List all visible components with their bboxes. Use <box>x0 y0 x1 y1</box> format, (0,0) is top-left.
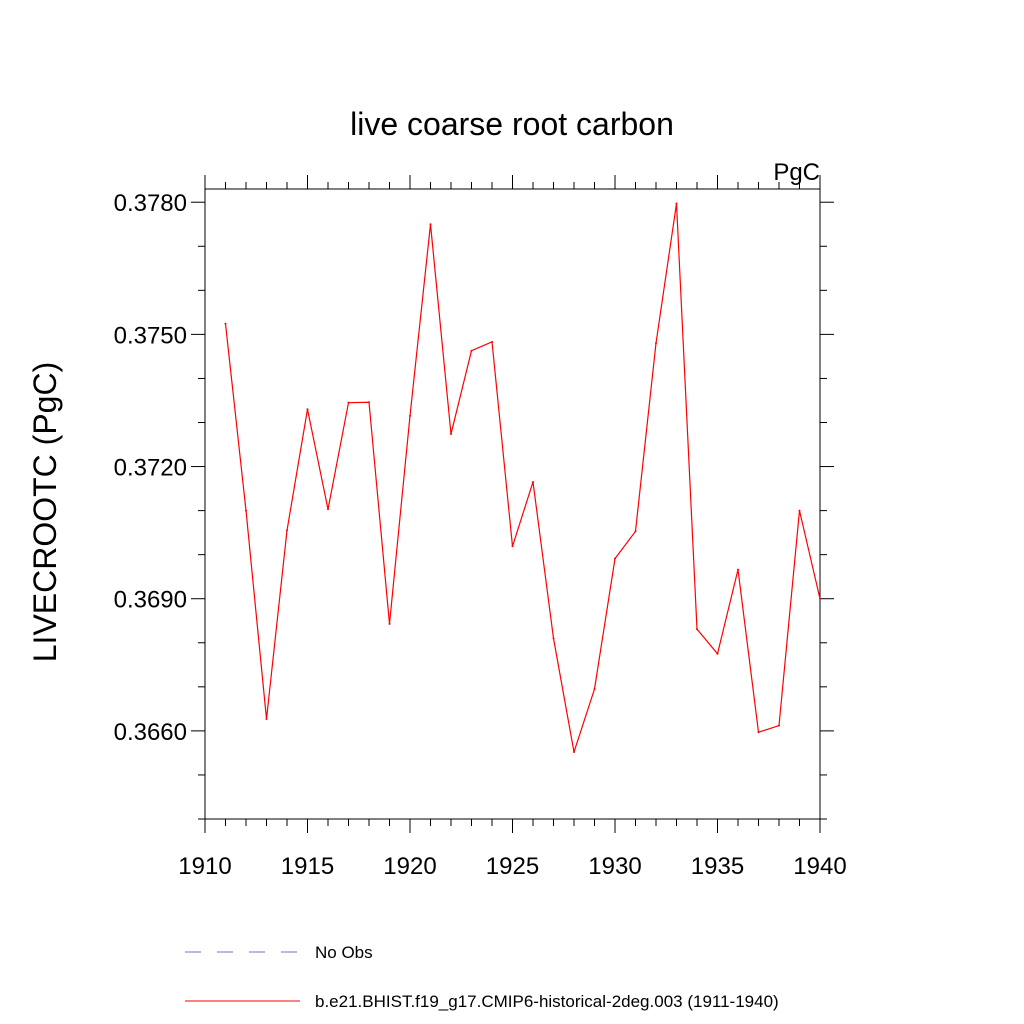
data-point <box>716 652 719 655</box>
data-point <box>798 509 801 512</box>
data-point <box>450 432 452 435</box>
data-point <box>286 529 288 532</box>
y-axis-label: LIVECROOTC (PgC) <box>27 362 63 662</box>
chart-title: live coarse root carbon <box>350 106 674 142</box>
data-point <box>573 751 575 754</box>
x-tick-label: 1935 <box>691 853 744 880</box>
x-tick-label: 1925 <box>486 853 539 880</box>
y-tick-label: 0.3780 <box>114 190 187 217</box>
data-point <box>265 717 268 720</box>
data-point <box>245 509 247 512</box>
data-point <box>614 557 616 560</box>
units-label: PgC <box>773 159 820 186</box>
data-point <box>593 688 596 691</box>
y-tick-label: 0.3750 <box>114 322 187 349</box>
data-point <box>429 223 432 226</box>
data-point <box>552 637 555 640</box>
axis-tick-labels: 1910 1915 1920 1925 1930 1935 1940 0.3660 0.3690… <box>114 190 847 880</box>
data-point <box>327 508 329 511</box>
data-point <box>819 597 821 600</box>
data-point <box>409 414 411 417</box>
data-point <box>634 530 637 533</box>
x-tick-label: 1930 <box>588 853 641 880</box>
y-tick-label: 0.3660 <box>114 719 187 746</box>
data-point <box>757 731 760 734</box>
data-point <box>675 202 678 205</box>
data-point <box>696 628 698 631</box>
x-tick-label: 1910 <box>178 853 231 880</box>
series-line <box>224 203 821 753</box>
legend-label: b.e21.BHIST.f19_g17.CMIP6-historical-2de… <box>315 992 779 1011</box>
data-point <box>532 480 534 483</box>
data-point <box>368 401 370 404</box>
y-tick-label: 0.3690 <box>114 587 187 614</box>
x-tick-label: 1940 <box>793 853 846 880</box>
x-tick-label: 1915 <box>281 853 334 880</box>
series-layer <box>224 202 821 754</box>
data-point <box>347 401 350 404</box>
axis-ticks <box>191 175 834 833</box>
data-point <box>491 340 493 343</box>
data-point <box>655 342 657 345</box>
legend-label: No Obs <box>315 943 373 962</box>
legend: No Obs b.e21.BHIST.f19_g17.CMIP6-historic… <box>185 943 779 1011</box>
data-point <box>306 408 309 411</box>
x-tick-label: 1920 <box>383 853 436 880</box>
data-point <box>388 622 391 625</box>
plot-frame <box>204 188 821 820</box>
data-point <box>511 545 514 548</box>
data-point <box>470 349 473 352</box>
data-point <box>778 724 780 727</box>
y-tick-label: 0.3720 <box>114 455 187 482</box>
data-point <box>224 322 227 325</box>
data-point <box>737 568 739 571</box>
